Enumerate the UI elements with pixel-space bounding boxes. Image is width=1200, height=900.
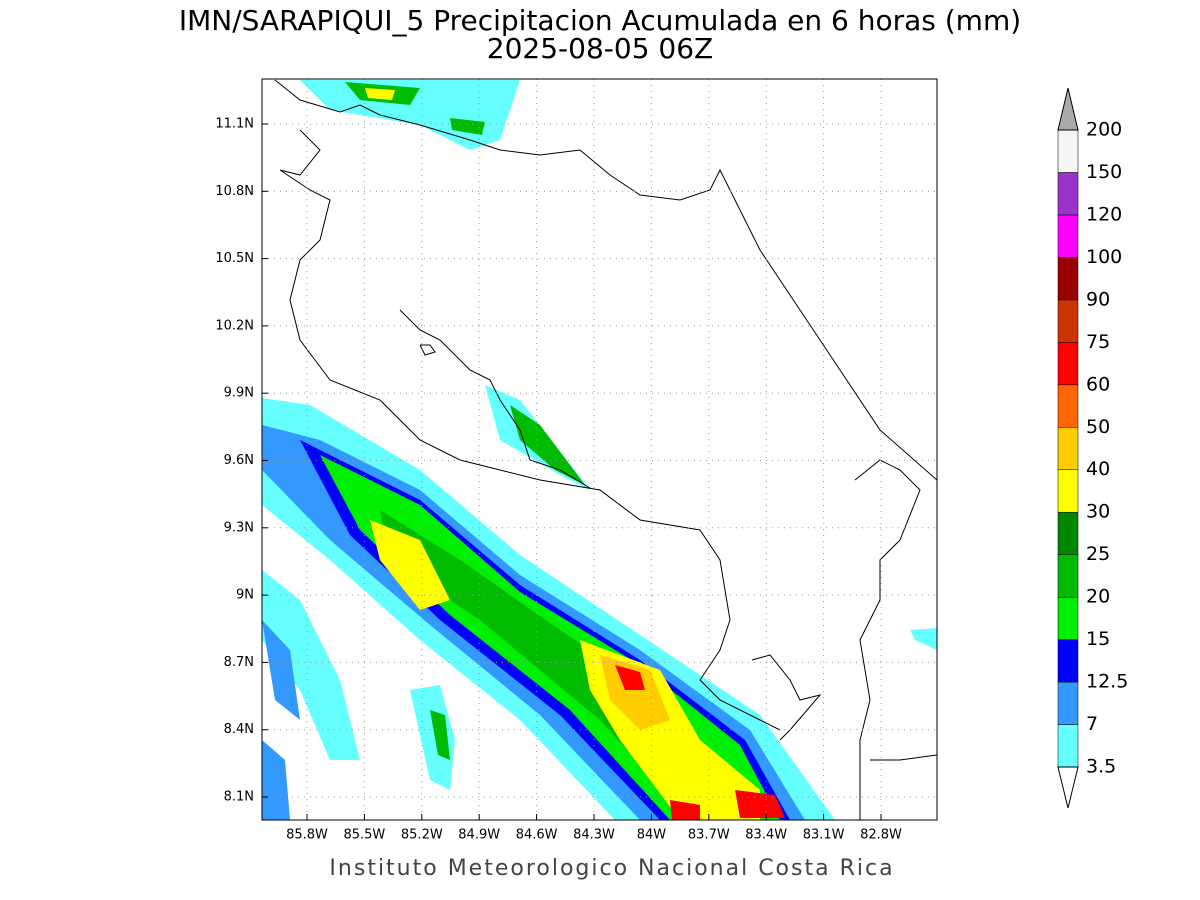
x-tick-label: 85.2W <box>401 828 443 843</box>
y-tick-label: 9.3N <box>224 520 254 535</box>
colorbar-swatch <box>1057 681 1079 725</box>
colorbar-label: 50 <box>1086 416 1110 438</box>
colorbar-label: 120 <box>1086 203 1122 225</box>
colorbar-label: 12.5 <box>1086 671 1128 693</box>
colorbar-swatch <box>1057 596 1079 640</box>
coastline <box>274 79 937 820</box>
x-tick-label: 85.8W <box>286 828 328 843</box>
colorbar-swatch <box>1057 129 1079 173</box>
y-tick-label: 10.5N <box>215 251 254 266</box>
x-tick-label: 82.8W <box>860 828 902 843</box>
colorbar-label: 60 <box>1086 373 1110 395</box>
map-frame <box>261 78 938 821</box>
precipitation-field <box>262 80 937 820</box>
colorbar-swatch <box>1057 172 1079 216</box>
colorbar-swatch <box>1057 214 1079 258</box>
y-tick-label: 11.1N <box>215 117 254 132</box>
y-tick-label: 10.2N <box>215 318 254 333</box>
colorbar-label: 90 <box>1086 288 1110 310</box>
y-tick-label: 9.6N <box>224 453 254 468</box>
colorbar-max <box>1057 87 1079 131</box>
y-tick-label: 9.9N <box>224 386 254 401</box>
colorbar-label: 7 <box>1086 713 1098 735</box>
subtitle: 2025-08-05 06Z <box>487 32 713 65</box>
y-tick-label: 9N <box>236 588 254 603</box>
colorbar-label: 150 <box>1086 161 1122 183</box>
colorbar-label: 20 <box>1086 586 1110 608</box>
x-tick-label: 83.4W <box>745 828 787 843</box>
colorbar-swatch <box>1057 384 1079 428</box>
colorbar-label: 30 <box>1086 501 1110 523</box>
colorbar-label: 75 <box>1086 331 1110 353</box>
x-tick-label: 83.1W <box>803 828 845 843</box>
x-tick-label: 84.3W <box>573 828 615 843</box>
colorbar-swatch <box>1057 257 1079 301</box>
x-tick-label: 84.9W <box>458 828 500 843</box>
footer: Instituto Meteorologico Nacional Costa R… <box>329 856 894 881</box>
colorbar-label: 3.5 <box>1086 756 1116 778</box>
colorbar-swatch <box>1057 469 1079 513</box>
colorbar-label: 200 <box>1086 119 1122 141</box>
y-tick-label: 8.7N <box>224 655 254 670</box>
x-tick-label: 84.6W <box>516 828 558 843</box>
y-tick-label: 10.8N <box>215 184 254 199</box>
colorbar-label: 40 <box>1086 458 1110 480</box>
colorbar-swatch <box>1057 511 1079 555</box>
x-tick-label: 84W <box>637 828 667 843</box>
colorbar-label: 25 <box>1086 543 1110 565</box>
colorbar-label: 100 <box>1086 246 1122 268</box>
colorbar-min <box>1057 766 1079 809</box>
colorbar-swatch <box>1057 554 1079 598</box>
y-tick-label: 8.1N <box>224 790 254 805</box>
colorbar-swatch <box>1057 427 1079 470</box>
x-tick-label: 83.7W <box>688 828 730 843</box>
colorbar-swatch <box>1057 639 1079 683</box>
y-tick-label: 8.4N <box>224 722 254 737</box>
title: IMN/SARAPIQUI_5 Precipitacion Acumulada … <box>179 4 1021 37</box>
colorbar-swatch <box>1057 724 1079 768</box>
colorbar-swatch <box>1057 342 1079 386</box>
colorbar-label: 15 <box>1086 628 1110 650</box>
colorbar-swatch <box>1057 299 1079 343</box>
x-tick-label: 85.5W <box>343 828 385 843</box>
